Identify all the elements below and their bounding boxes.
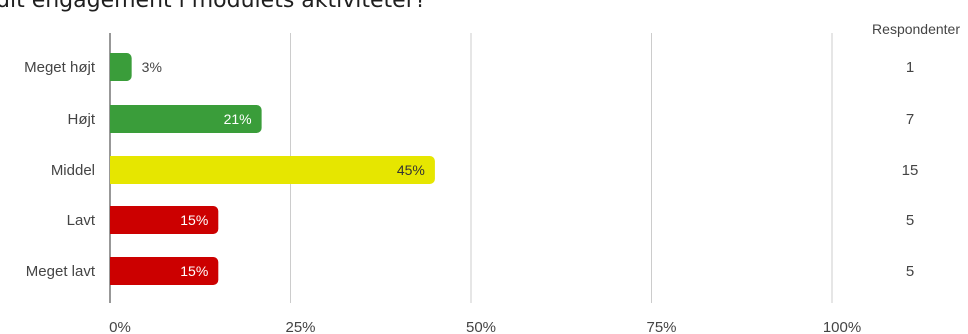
x-tick-labels: 0% 25% 50% 75% 100% [109, 319, 861, 334]
category-label: Meget lavt [26, 263, 96, 280]
bar-value-label: 15% [180, 263, 208, 279]
respondent-count: 5 [906, 212, 914, 229]
bars-group: 3% 21% 45% 15% 15% [110, 53, 435, 285]
bar [110, 105, 262, 133]
respondent-count: 7 [906, 111, 914, 128]
category-label: Lavt [67, 212, 96, 229]
x-tick-label: 0% [109, 319, 131, 334]
bar-base [110, 53, 116, 81]
bar-base [110, 257, 116, 285]
category-label: Højt [68, 111, 96, 128]
respondent-count: 15 [902, 162, 919, 179]
bar-base [110, 156, 116, 184]
x-tick-label: 100% [823, 319, 861, 334]
bar [110, 156, 435, 184]
category-label: Meget højt [24, 59, 96, 76]
respondents-header: Respondenter [872, 21, 960, 37]
bar-value-label: 21% [224, 111, 252, 127]
bar-base [110, 105, 116, 133]
respondent-count: 1 [906, 59, 914, 76]
x-tick-label: 50% [466, 319, 496, 334]
x-tick-label: 25% [285, 319, 315, 334]
bar-value-label: 3% [142, 59, 162, 75]
respondent-counts: 1 7 15 5 5 [902, 59, 919, 280]
bar [110, 257, 219, 285]
bar [110, 206, 219, 234]
x-tick-label: 75% [646, 319, 676, 334]
bar-value-label: 15% [180, 212, 208, 228]
bar-base [110, 206, 116, 234]
respondent-count: 5 [906, 263, 914, 280]
bar-value-label: 45% [397, 162, 425, 178]
chart-title: dit engagement i modulets aktiviteter? [0, 0, 427, 13]
category-labels: Meget højt Højt Middel Lavt Meget lavt [24, 59, 96, 280]
category-label: Middel [51, 162, 95, 179]
